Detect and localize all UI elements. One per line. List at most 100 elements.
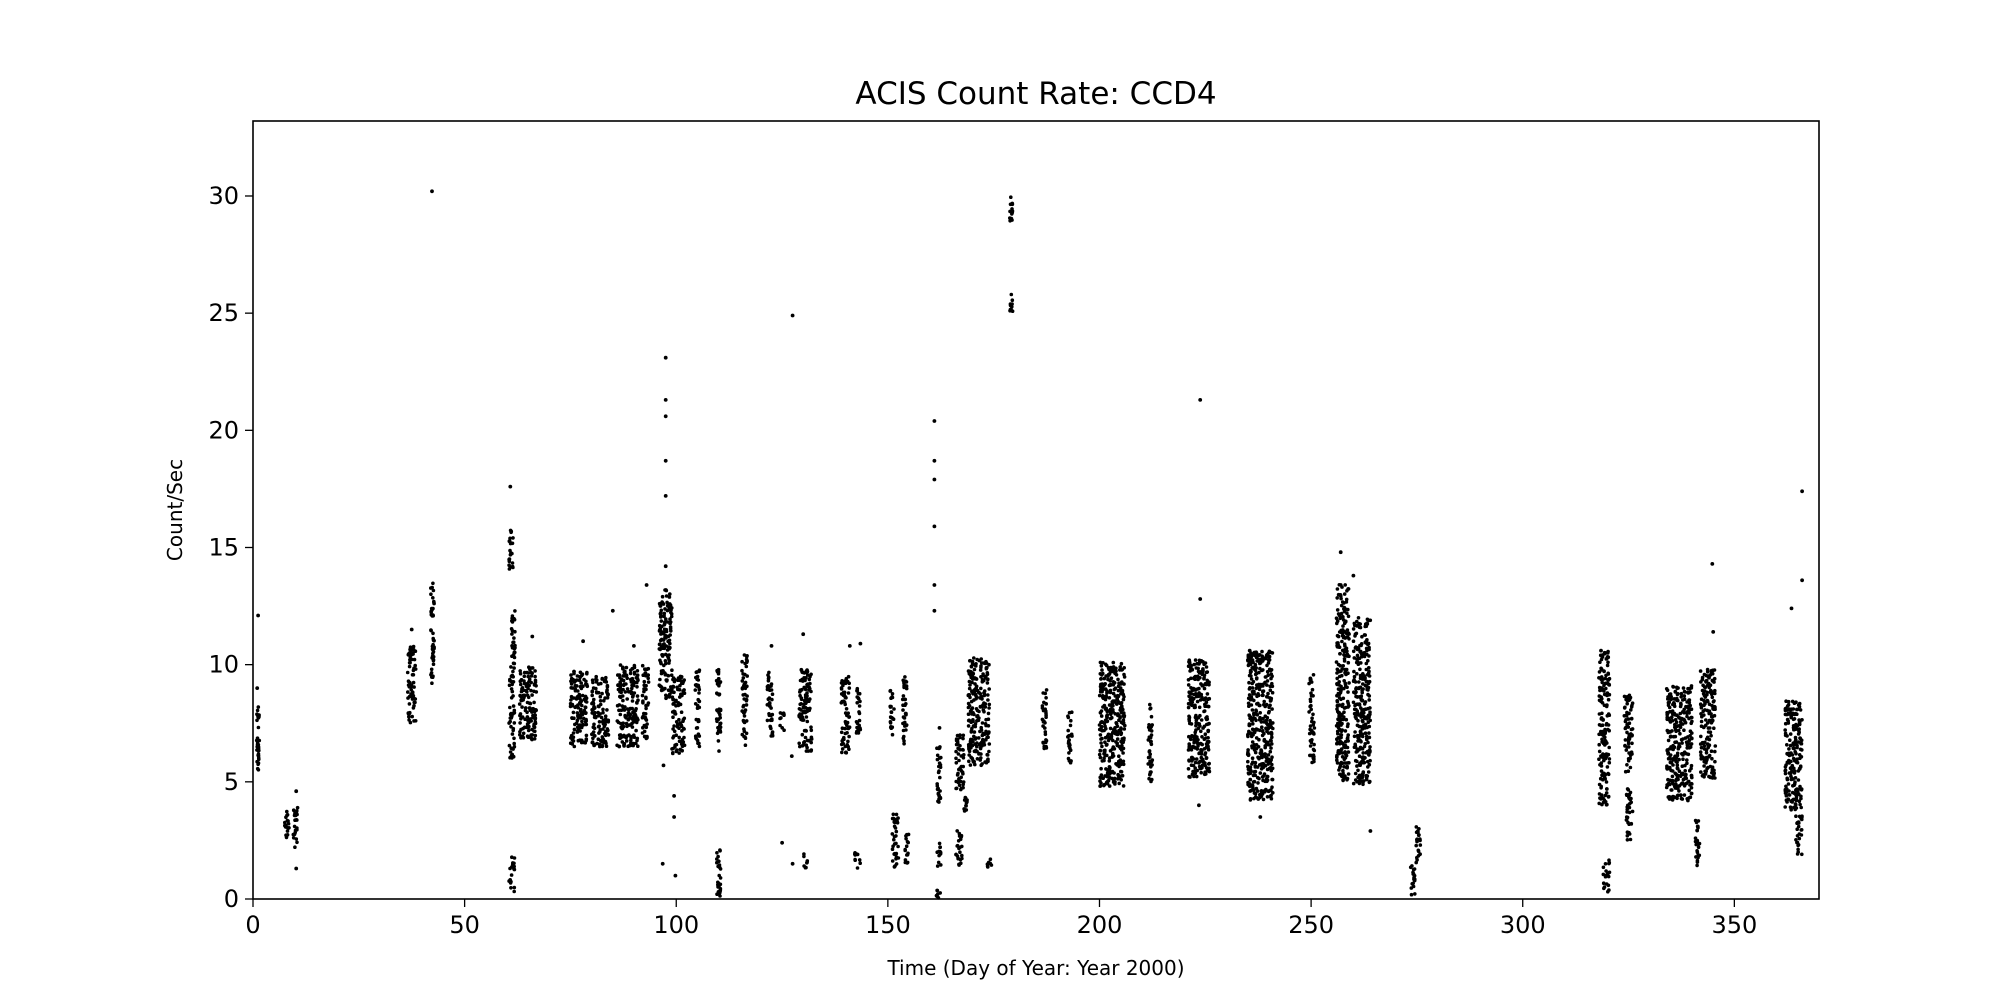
data-point: [740, 668, 744, 673]
data-point: [1357, 695, 1362, 699]
data-point: [1257, 776, 1261, 781]
data-point: [1679, 793, 1683, 797]
data-point: [1258, 771, 1263, 775]
x-tick-label: 300: [1500, 911, 1546, 939]
data-point: [1673, 717, 1678, 722]
data-point: [1359, 739, 1363, 744]
data-point: [1107, 696, 1112, 700]
data-point: [1309, 707, 1313, 712]
data-point: [657, 647, 662, 651]
data-point: [1685, 797, 1689, 801]
data-point: [1785, 708, 1790, 712]
data-point: [1195, 768, 1199, 773]
data-point: [1677, 728, 1681, 733]
data-point: [966, 724, 971, 728]
data-point: [533, 678, 538, 683]
data-point: [644, 706, 648, 711]
data-point: [1199, 770, 1203, 775]
data-point: [1689, 684, 1694, 688]
data-point: [1248, 777, 1252, 782]
data-point: [967, 747, 971, 752]
data-point: [1354, 702, 1359, 707]
data-point: [1264, 675, 1268, 679]
data-point: [696, 683, 701, 688]
data-point: [1629, 822, 1634, 826]
data-point: [802, 710, 806, 714]
data-point: [1783, 721, 1788, 726]
data-point: [936, 892, 940, 896]
data-point: [904, 723, 909, 727]
data-point: [1114, 740, 1118, 744]
data-point: [896, 816, 900, 820]
data-point: [678, 674, 683, 679]
data-point: [629, 680, 634, 684]
data-point: [618, 676, 622, 680]
data-point: [1253, 672, 1258, 677]
data-point: [1249, 731, 1253, 736]
data-point: [1266, 731, 1271, 735]
data-point: [1040, 717, 1045, 722]
data-point: [1800, 748, 1804, 752]
data-point: [955, 829, 959, 833]
data-point: [893, 820, 897, 825]
data-point: [985, 735, 989, 740]
data-point: [1412, 878, 1417, 883]
data-point: [625, 687, 630, 691]
data-point: [1699, 705, 1704, 710]
data-point-outlier: [932, 477, 937, 482]
data-point: [620, 704, 625, 708]
data-point: [680, 748, 684, 753]
data-point: [807, 677, 812, 682]
data-point: [904, 728, 908, 732]
data-point: [1121, 707, 1125, 712]
data-point: [1040, 704, 1045, 708]
data-point: [664, 594, 669, 598]
data-point: [1695, 850, 1700, 854]
data-point: [1605, 765, 1610, 769]
data-point: [1253, 750, 1258, 755]
data-point: [1355, 709, 1359, 713]
data-point: [1121, 718, 1126, 722]
data-point: [507, 559, 512, 564]
data-point-outlier: [937, 726, 942, 730]
data-point: [1196, 721, 1200, 726]
data-point: [847, 686, 852, 690]
data-point: [1626, 788, 1631, 792]
data-point: [662, 611, 667, 616]
data-point: [629, 741, 633, 745]
data-point: [1788, 738, 1792, 742]
data-point: [623, 690, 628, 694]
data-point: [1607, 728, 1611, 733]
data-point: [1606, 889, 1610, 894]
data-point: [1339, 611, 1344, 616]
data-point: [1098, 755, 1103, 760]
data-point: [1690, 715, 1694, 720]
data-point: [510, 628, 515, 633]
data-point-outlier: [801, 632, 806, 637]
data-point: [631, 710, 635, 715]
data-point: [1629, 708, 1633, 712]
data-point: [605, 685, 610, 689]
data-point: [696, 718, 701, 722]
data-point: [715, 731, 720, 736]
data-point: [1603, 730, 1608, 734]
data-point: [716, 883, 720, 887]
data-point: [954, 742, 959, 747]
data-point: [431, 596, 435, 600]
data-point: [1625, 701, 1629, 706]
data-point: [1197, 686, 1201, 691]
data-point: [1417, 833, 1421, 837]
data-point: [742, 714, 747, 718]
data-point: [801, 718, 806, 722]
data-point: [964, 803, 968, 808]
data-point: [1675, 692, 1680, 697]
data-point: [525, 722, 530, 727]
data-point: [1624, 818, 1629, 822]
data-point: [839, 692, 844, 696]
data-point: [1113, 731, 1117, 736]
data-point: [1681, 686, 1686, 690]
data-point: [569, 694, 574, 699]
data-point: [512, 889, 516, 894]
data-point: [675, 748, 679, 752]
